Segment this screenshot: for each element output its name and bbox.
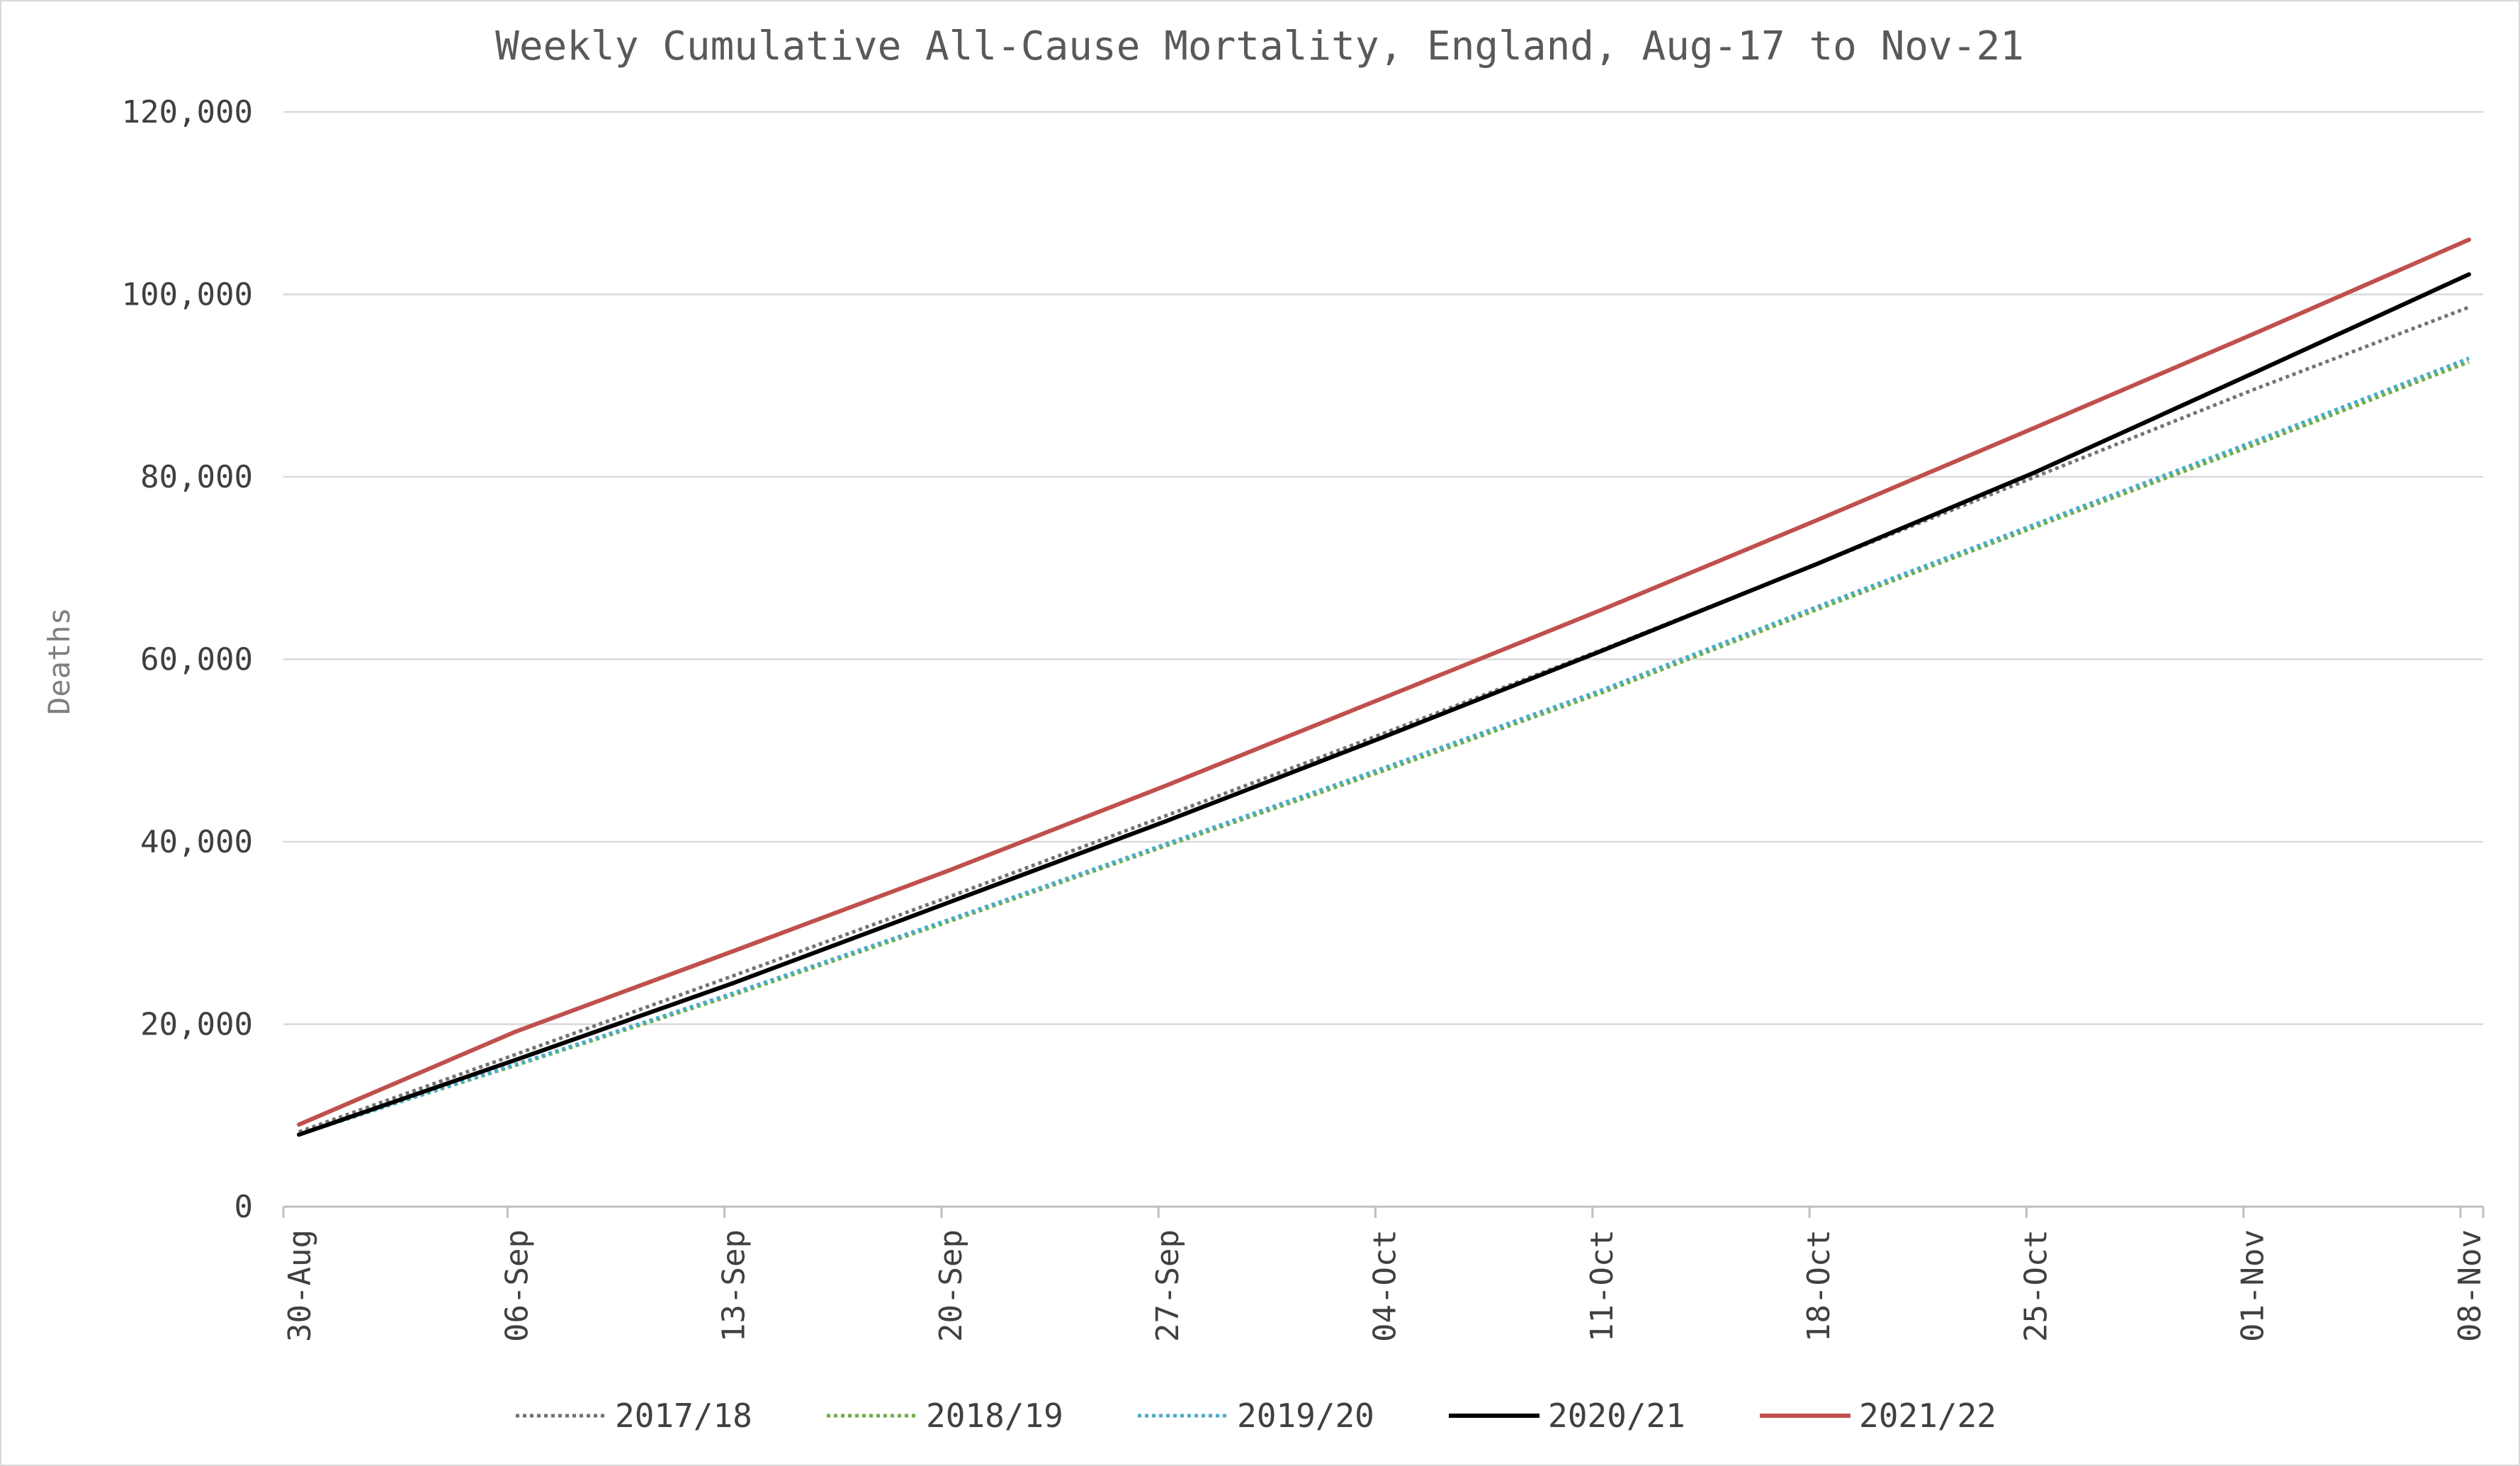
legend-label: 2017/18: [615, 1397, 752, 1435]
x-tick-label: 18-Oct: [1801, 1229, 1837, 1342]
legend-label: 2021/22: [1859, 1397, 1996, 1435]
series-line-2020-21: [297, 272, 2471, 1137]
y-tick-label: 0: [235, 1189, 254, 1225]
x-axis: 30-Aug 06-Sep 13-Sep 20-Sep 27-Sep 04-Oct 11-O…: [282, 1205, 2488, 1342]
gridlines: [283, 111, 2483, 1208]
series-lines: [297, 237, 2471, 1137]
x-tick-label: 01-Nov: [2235, 1229, 2271, 1342]
y-axis-title: Deaths: [42, 607, 77, 715]
y-tick-label: 100,000: [122, 277, 253, 313]
series-line-2019-20: [298, 356, 2470, 1137]
x-tick-label: 06-Sep: [499, 1229, 535, 1342]
legend-label: 2019/20: [1237, 1397, 1374, 1435]
y-tick-label: 60,000: [140, 642, 253, 678]
x-tick-label: 27-Sep: [1150, 1229, 1186, 1342]
series-line-2021-22: [297, 237, 2471, 1127]
x-tick-label: 25-Oct: [2018, 1229, 2054, 1342]
x-tick-label: 20-Sep: [933, 1229, 969, 1342]
legend-label: 2020/21: [1548, 1397, 1685, 1435]
chart-title: Weekly Cumulative All-Cause Mortality, E…: [495, 23, 2024, 69]
x-tick-label: 11-Oct: [1584, 1229, 1620, 1342]
x-tick-label: 04-Oct: [1367, 1229, 1403, 1342]
y-tick-label: 80,000: [140, 459, 253, 495]
legend-label: 2018/19: [926, 1397, 1063, 1435]
x-tick-label: 30-Aug: [282, 1229, 318, 1342]
y-tick-label: 40,000: [140, 824, 253, 860]
y-tick-label: 20,000: [140, 1007, 253, 1043]
y-axis-ticks: 0 20,000 40,000 60,000 80,000 100,000 120,000: [122, 94, 253, 1225]
x-tick-label: 08-Nov: [2452, 1229, 2488, 1342]
legend: 2017/18 2018/19 2019/20 2020/21 2021/22: [516, 1397, 1996, 1435]
series-line-2017-18: [298, 305, 2470, 1134]
y-tick-label: 120,000: [122, 94, 253, 130]
x-tick-label: 13-Sep: [716, 1229, 752, 1342]
